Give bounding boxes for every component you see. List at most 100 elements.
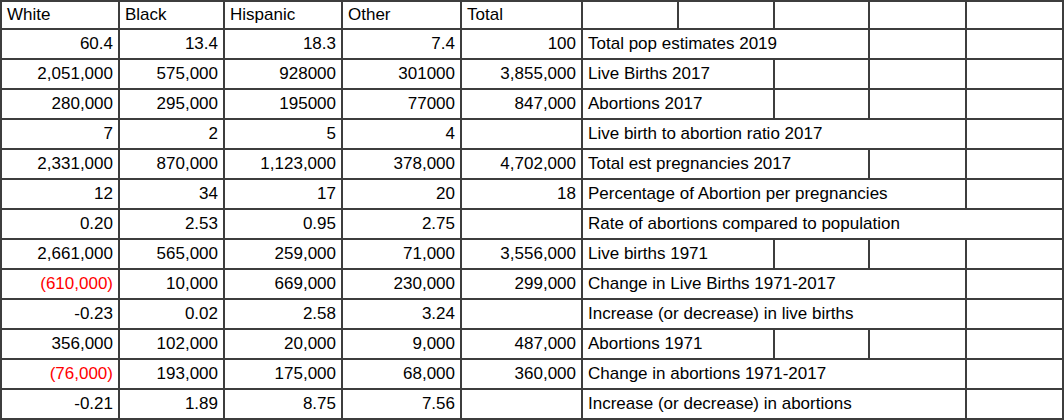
cell-white-negative[interactable]: (76,000) [2,360,120,388]
cell-black[interactable]: 34 [120,180,225,208]
cell-total[interactable]: 3,855,000 [462,60,583,88]
cell-black[interactable]: 193,000 [120,360,225,388]
row-label-cell[interactable]: Percentage of Abortion per pregnancies [583,180,1062,208]
header-other[interactable]: Other [343,2,462,28]
cell-black[interactable]: 2 [120,120,225,148]
cell-total[interactable]: 3,556,000 [462,240,583,268]
cell-other[interactable]: 301000 [343,60,462,88]
cell-hispanic[interactable]: 20,000 [225,330,343,358]
cell-other[interactable]: 7.4 [343,30,462,58]
cell-white[interactable]: 2,331,000 [2,150,120,178]
cell-other[interactable]: 7.56 [343,390,462,418]
cell-total[interactable] [462,300,583,328]
vertical-gridline [677,2,679,28]
cell-white[interactable]: 356,000 [2,330,120,358]
cell-black[interactable]: 575,000 [120,60,225,88]
vertical-gridline [868,2,870,28]
cell-hispanic[interactable]: 17 [225,180,343,208]
row-label-cell[interactable]: Total pop estimates 2019 [583,30,1062,58]
cell-hispanic[interactable]: 5 [225,120,343,148]
row-label: Live birth to abortion ratio 2017 [588,124,822,144]
cell-black[interactable]: 870,000 [120,150,225,178]
cell-other[interactable]: 68,000 [343,360,462,388]
cell-black[interactable]: 295,000 [120,90,225,118]
cell-white-negative[interactable]: (610,000) [2,270,120,298]
cell-white[interactable]: 2,051,000 [2,60,120,88]
cell-white[interactable]: 7 [2,120,120,148]
cell-black[interactable]: 102,000 [120,330,225,358]
cell-other[interactable]: 71,000 [343,240,462,268]
cell-total[interactable] [462,120,583,148]
cell-total[interactable]: 299,000 [462,270,583,298]
cell-other[interactable]: 4 [343,120,462,148]
cell-hispanic[interactable]: 175,000 [225,360,343,388]
row-label-cell[interactable]: Abortions 1971 [583,330,1062,358]
row-label: Total est pregnancies 2017 [588,154,791,174]
cell-total[interactable]: 360,000 [462,360,583,388]
cell-total[interactable]: 487,000 [462,330,583,358]
row-label-cell[interactable]: Increase (or decrease) in abortions [583,390,1062,418]
cell-total[interactable]: 18 [462,180,583,208]
cell-white[interactable]: 280,000 [2,90,120,118]
vertical-gridline [773,330,775,358]
row-label: Live births 1971 [588,244,708,264]
vertical-gridline [965,90,967,118]
row-label-cell[interactable]: Abortions 2017 [583,90,1062,118]
row-label-cell[interactable]: Total est pregnancies 2017 [583,150,1062,178]
cell-black[interactable]: 13.4 [120,30,225,58]
cell-total[interactable]: 4,702,000 [462,150,583,178]
cell-white[interactable]: 60.4 [2,30,120,58]
cell-hispanic[interactable]: 0.95 [225,210,343,238]
cell-total[interactable] [462,390,583,418]
cell-other[interactable]: 77000 [343,90,462,118]
cell-other[interactable]: 378,000 [343,150,462,178]
vertical-gridline [773,240,775,268]
cell-black[interactable]: 565,000 [120,240,225,268]
header-total[interactable]: Total [462,2,583,28]
vertical-gridline [773,60,775,88]
header-hispanic[interactable]: Hispanic [225,2,343,28]
cell-white[interactable]: 2,661,000 [2,240,120,268]
cell-black[interactable]: 10,000 [120,270,225,298]
row-label-cell[interactable]: Change in abortions 1971-2017 [583,360,1062,388]
row-label-cell[interactable]: Increase (or decrease) in live births [583,300,1062,328]
header-black[interactable]: Black [120,2,225,28]
row-label: Increase (or decrease) in live births [588,304,854,324]
cell-other[interactable]: 2.75 [343,210,462,238]
row-label-cell[interactable]: Rate of abortions compared to population [583,210,1062,238]
cell-hispanic[interactable]: 669,000 [225,270,343,298]
cell-black[interactable]: 0.02 [120,300,225,328]
cell-hispanic[interactable]: 259,000 [225,240,343,268]
cell-black[interactable]: 2.53 [120,210,225,238]
header-white[interactable]: White [2,2,120,28]
cell-total[interactable] [462,210,583,238]
cell-other[interactable]: 3.24 [343,300,462,328]
row-label-cell[interactable]: Live births 1971 [583,240,1062,268]
vertical-gridline [868,240,870,268]
cell-white[interactable]: -0.23 [2,300,120,328]
row-label-cell[interactable]: Change in Live Births 1971-2017 [583,270,1062,298]
header-empty-cells[interactable] [583,2,1062,28]
cell-hispanic[interactable]: 2.58 [225,300,343,328]
cell-total[interactable]: 847,000 [462,90,583,118]
row-label-cell[interactable]: Live birth to abortion ratio 2017 [583,120,1062,148]
cell-other[interactable]: 20 [343,180,462,208]
vertical-gridline [868,30,870,58]
vertical-gridline [965,60,967,88]
cell-other[interactable]: 230,000 [343,270,462,298]
cell-hispanic[interactable]: 18.3 [225,30,343,58]
cell-black[interactable]: 1.89 [120,390,225,418]
cell-hispanic[interactable]: 8.75 [225,390,343,418]
cell-hispanic[interactable]: 195000 [225,90,343,118]
cell-hispanic[interactable]: 1,123,000 [225,150,343,178]
vertical-gridline [965,30,967,58]
row-label-cell[interactable]: Live Births 2017 [583,60,1062,88]
cell-other[interactable]: 9,000 [343,330,462,358]
table-row: (610,000) 10,000 669,000 230,000 299,000… [2,270,1062,300]
cell-white[interactable]: -0.21 [2,390,120,418]
cell-total[interactable]: 100 [462,30,583,58]
cell-white[interactable]: 0.20 [2,210,120,238]
vertical-gridline [868,330,870,358]
cell-hispanic[interactable]: 928000 [225,60,343,88]
cell-white[interactable]: 12 [2,180,120,208]
